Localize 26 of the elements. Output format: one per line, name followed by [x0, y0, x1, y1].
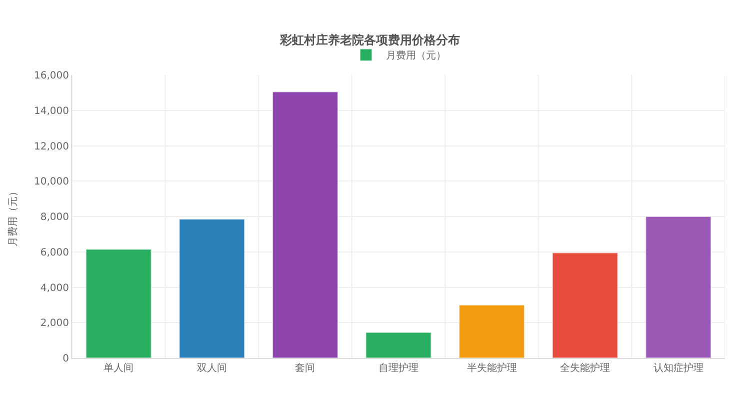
bar: [645, 216, 712, 358]
bar: [85, 248, 152, 358]
y-tick-label: 6,000: [40, 247, 69, 258]
y-tick-label: 14,000: [34, 106, 69, 117]
y-tick-label: 4,000: [40, 282, 69, 294]
y-tick-label: 12,000: [34, 141, 69, 152]
y-tick-label: 8,000: [40, 212, 69, 223]
x-tick-label: 双人间: [196, 362, 227, 374]
x-tick-label: 套间: [295, 362, 316, 374]
bar: [178, 218, 246, 358]
y-tick-label: 16,000: [34, 70, 69, 82]
y-axis-title: 月费用（元）: [7, 186, 19, 246]
y-tick-label: 0: [62, 354, 69, 364]
y-tick-label: 10,000: [34, 176, 69, 188]
bar: [272, 91, 338, 358]
bar: [458, 304, 525, 358]
bar: [365, 332, 432, 358]
x-tick-label: 半失能护理: [466, 362, 517, 374]
x-tick-label: 单人间: [104, 362, 134, 374]
x-tick-label: 认知症护理: [653, 362, 704, 374]
bar: [552, 252, 618, 358]
chart-title: 彩虹村庄养老院各项费用价格分布: [279, 32, 460, 47]
y-tick-label: 2,000: [40, 318, 69, 330]
legend-label: 月费用（元）: [386, 50, 446, 62]
x-tick-label: 全失能护理: [560, 362, 610, 374]
x-tick-label: 自理护理: [378, 362, 418, 374]
